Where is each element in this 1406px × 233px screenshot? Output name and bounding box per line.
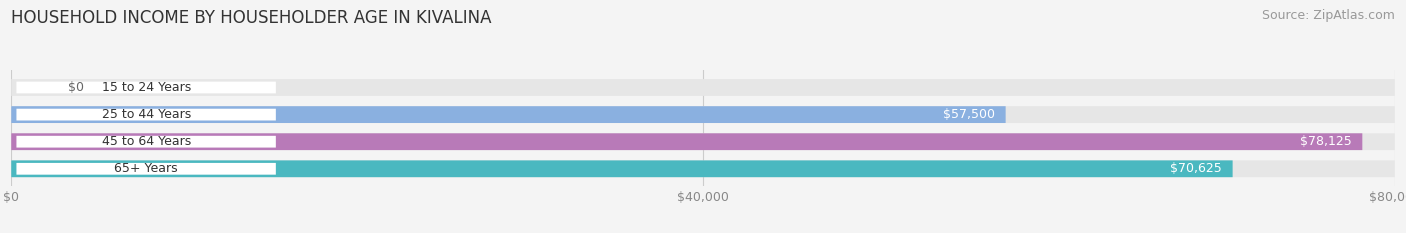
FancyBboxPatch shape [11,160,1395,177]
FancyBboxPatch shape [17,163,276,175]
Text: 25 to 44 Years: 25 to 44 Years [101,108,191,121]
Text: $78,125: $78,125 [1301,135,1353,148]
Text: $0: $0 [69,81,84,94]
Text: 65+ Years: 65+ Years [114,162,179,175]
FancyBboxPatch shape [17,82,276,93]
FancyBboxPatch shape [11,160,1233,177]
FancyBboxPatch shape [11,133,1395,150]
FancyBboxPatch shape [17,109,276,120]
FancyBboxPatch shape [11,79,1395,96]
FancyBboxPatch shape [11,106,1005,123]
Text: $70,625: $70,625 [1171,162,1222,175]
Text: 15 to 24 Years: 15 to 24 Years [101,81,191,94]
Text: $57,500: $57,500 [943,108,995,121]
FancyBboxPatch shape [11,133,1362,150]
Text: HOUSEHOLD INCOME BY HOUSEHOLDER AGE IN KIVALINA: HOUSEHOLD INCOME BY HOUSEHOLDER AGE IN K… [11,9,492,27]
FancyBboxPatch shape [17,136,276,147]
FancyBboxPatch shape [11,106,1395,123]
Text: Source: ZipAtlas.com: Source: ZipAtlas.com [1261,9,1395,22]
Text: 45 to 64 Years: 45 to 64 Years [101,135,191,148]
